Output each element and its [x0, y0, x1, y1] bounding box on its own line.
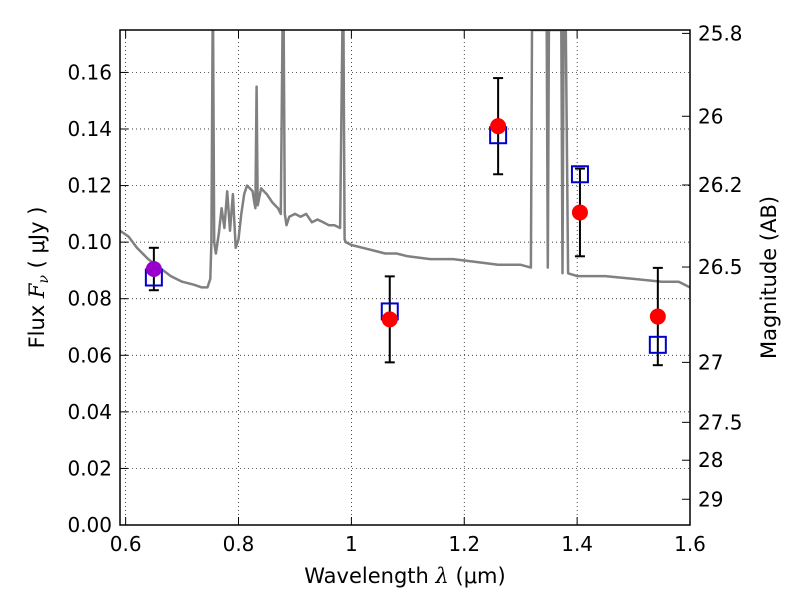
- sed-model-line: [120, 30, 690, 289]
- observed-point-marker: [649, 308, 666, 325]
- y-axis-label: Flux Fν ( μJy ): [25, 207, 52, 349]
- observed-point-marker: [381, 311, 398, 328]
- y2-axis-label: Magnitude (AB): [757, 196, 781, 359]
- y2-tick-label: 27.5: [698, 410, 743, 434]
- observed-point-marker: [145, 261, 162, 278]
- observed-point-marker: [571, 204, 588, 221]
- y-tick-label: 0.04: [67, 400, 112, 424]
- y2-tick-label: 28: [698, 448, 723, 472]
- y2-tick-label: 25.8: [698, 21, 743, 45]
- y2-tick-label: 26: [698, 104, 723, 128]
- model-square-marker: [648, 335, 667, 354]
- x-tick-label: 1.6: [674, 532, 706, 556]
- x-axis-label: Wavelength λ (μm): [304, 564, 505, 588]
- y-tick-label: 0.10: [67, 230, 112, 254]
- y-tick-label: 0.16: [67, 60, 112, 84]
- y-tick-label: 0.00: [67, 513, 112, 537]
- y-tick-label: 0.14: [67, 117, 112, 141]
- data-layer: [120, 30, 690, 289]
- x-tick-label: 1.2: [448, 532, 480, 556]
- y2-tick-label: 26.2: [698, 173, 743, 197]
- model-square-marker: [570, 165, 589, 184]
- x-tick-label: 0.6: [110, 532, 142, 556]
- ticks: 0.6 0.8 1 1.2 1.4 1.6 0.00 0.02 0.04 0.06 0.08 0.10…: [67, 21, 742, 556]
- x-tick-label: 0.8: [223, 532, 255, 556]
- x-tick-label: 1.4: [561, 532, 593, 556]
- grid: [120, 30, 690, 525]
- y2-tick-label: 27: [698, 350, 723, 374]
- plot-frame: [119, 29, 691, 526]
- observed-point-marker: [490, 118, 507, 135]
- y-tick-label: 0.02: [67, 456, 112, 480]
- y2-tick-label: 29: [698, 487, 723, 511]
- y-tick-label: 0.08: [67, 287, 112, 311]
- y2-tick-label: 26.5: [698, 255, 743, 279]
- y-tick-label: 0.06: [67, 343, 112, 367]
- x-tick-label: 1: [345, 532, 358, 556]
- plot-area: [120, 30, 690, 525]
- marker-layer: [144, 77, 667, 367]
- y-tick-label: 0.12: [67, 174, 112, 198]
